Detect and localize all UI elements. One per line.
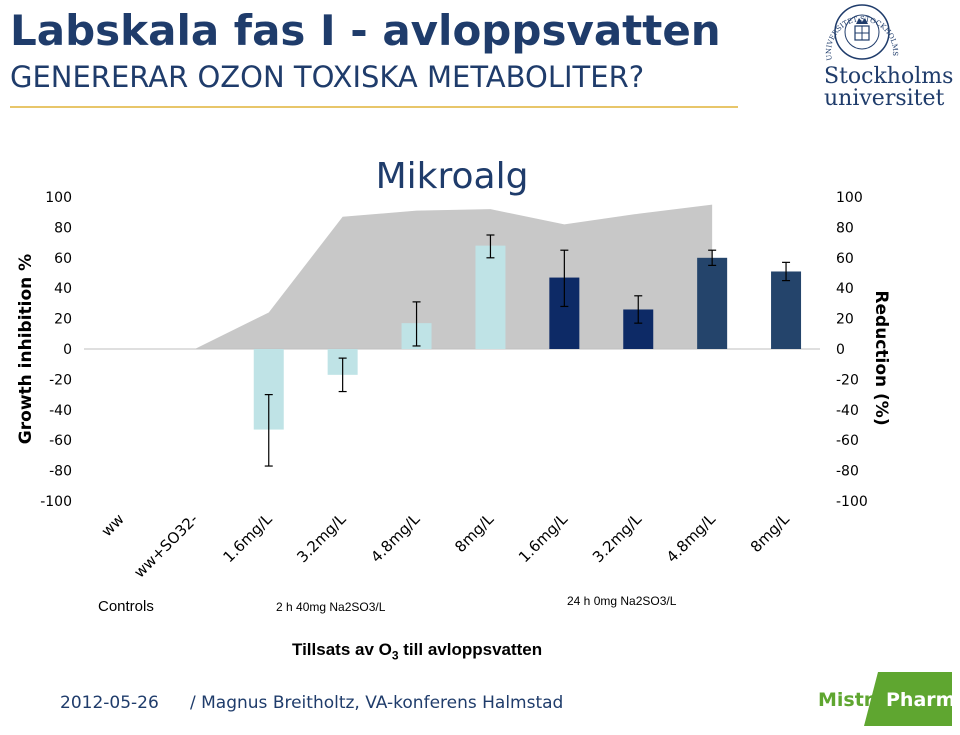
left-tick-label: -40 [49,403,72,419]
right-tick-label: 20 [836,312,854,328]
left-tick-label: -60 [49,433,72,449]
x-axis-caption: Tillsats av O3 till avloppsvatten [292,640,542,662]
right-tick-label: 80 [836,220,854,236]
reduction-area-layer [194,204,713,349]
svg-text:Mistra: Mistra [818,689,886,711]
error-bar-6 [560,249,569,308]
category-label-6: 1.6mg/L [515,510,572,567]
chart-title: Mikroalg [376,156,529,197]
right-tick-label: -20 [836,372,859,388]
left-tick-label: 60 [54,251,72,267]
mikroalg-chart: Mikroalg 100 80 60 40 20 0 -20 -40 -60 -80 -100 10… [16,156,891,582]
right-tick-label: -60 [836,433,859,449]
category-label-0: ww [98,510,128,540]
category-label-9: 8mg/L [747,510,793,556]
left-tick-label: 40 [54,281,72,297]
category-label-1: ww+SO32- [130,510,201,581]
category-label-4: 4.8mg/L [367,510,424,567]
error-bars [264,234,791,467]
error-bar-3 [338,357,347,393]
footer-date: 2012-05-26 [60,693,159,713]
title-divider [10,106,738,108]
stockholm-university-seal-icon: UNIVERSITET STOCKHOLMS [825,4,899,61]
x-axis-caption-post: till avloppsvatten [398,640,543,659]
error-bar-9 [782,261,791,282]
error-bar-4 [412,301,421,347]
university-name-line1: Stockholms [824,64,954,89]
x-axis-caption-pre: Tillsats av O [292,640,392,659]
category-tick-labels: ww ww+SO32- 1.6mg/L 3.2mg/L 4.8mg/L 8mg/L 1.6m… [98,510,794,582]
slide-title: Labskala fas I - avloppsvatten [10,6,721,55]
svg-text:Pharma: Pharma [886,689,956,711]
left-tick-label: 0 [63,342,72,358]
category-label-7: 3.2mg/L [589,510,646,567]
left-tick-label: 100 [45,190,72,206]
bar-8 [697,257,728,349]
group-label-24h: 24 h 0mg Na2SO3/L [567,594,677,608]
university-name-line2: universitet [824,86,945,111]
error-bar-5 [486,234,495,259]
slide-subtitle: GENERERAR OZON TOXISKA METABOLITER? [10,60,645,94]
right-tick-label: -80 [836,464,859,480]
group-label-2h: 2 h 40mg Na2SO3/L [276,600,386,614]
right-axis-ticks: 100 80 60 40 20 0 -20 -40 -60 -80 -100 [836,190,868,510]
left-tick-label: 20 [54,312,72,328]
left-tick-label: -80 [49,464,72,480]
category-label-5: 8mg/L [451,510,497,556]
bar-5 [475,245,506,349]
right-tick-label: -100 [836,494,868,510]
error-bar-7 [634,295,643,324]
category-label-2: 1.6mg/L [219,510,276,567]
right-tick-label: 40 [836,281,854,297]
footer-author: / Magnus Breitholtz, VA-konferens Halmst… [190,693,564,713]
right-tick-label: 100 [836,190,863,206]
left-axis-ticks: 100 80 60 40 20 0 -20 -40 -60 -80 -100 [40,190,72,510]
right-tick-label: 0 [836,342,845,358]
right-axis-label: Reduction (%) [871,290,891,425]
mistrapharma-logo-icon: Mistra Pharma [818,672,956,726]
category-label-3: 3.2mg/L [293,510,350,567]
category-label-8: 4.8mg/L [663,510,720,567]
left-tick-label: 80 [54,220,72,236]
left-tick-label: -20 [49,372,72,388]
left-axis-label: Growth inhibition % [16,254,36,444]
right-tick-label: 60 [836,251,854,267]
reduction-area [194,204,713,349]
group-label-controls: Controls [98,598,154,615]
error-bar-2 [264,394,273,467]
right-tick-label: -40 [836,403,859,419]
error-bar-8 [708,249,717,266]
bar-9 [771,271,802,349]
x-axis-caption-sub: 3 [391,648,399,663]
university-name: Stockholms universitet [824,66,953,110]
left-tick-label: -100 [40,494,72,510]
